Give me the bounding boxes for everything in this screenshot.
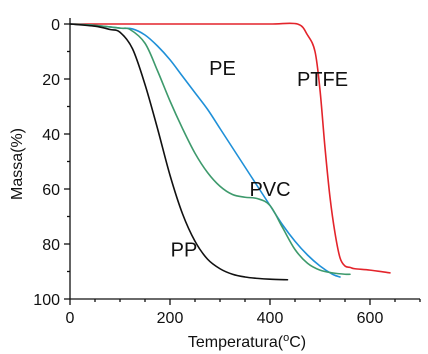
series-line-pp [69, 23, 289, 281]
y-axis-label: Massa(%) [9, 128, 26, 200]
curves [69, 22, 391, 281]
x-ticks: 0 200 400 600 [66, 299, 421, 327]
series-line-pe [69, 23, 341, 278]
series-label-pvc: PVC [249, 179, 290, 201]
x-tick-label: 0 [66, 310, 75, 327]
y-ticks: 0 20 40 60 80 100 [33, 17, 70, 309]
series-label-ptfe: PTFE [297, 69, 348, 91]
x-axis-label-sup: o [283, 332, 289, 344]
series-labels: PTFE PE PVC PP [171, 58, 348, 262]
x-tick-label: 400 [257, 310, 284, 327]
y-tick-label: 20 [42, 72, 60, 89]
x-tick-label: 200 [157, 310, 184, 327]
series-line-pvc [69, 23, 351, 276]
x-axis-label-end: C) [289, 334, 306, 351]
x-tick-label: 600 [357, 310, 384, 327]
x-axis-label: Temperatura(oC) [188, 332, 306, 351]
x-axis-label-main: Temperatura( [188, 334, 284, 351]
series-line-ptfe [69, 22, 391, 274]
series-label-pp: PP [171, 240, 198, 262]
y-tick-label: 80 [42, 237, 60, 254]
y-tick-label: 0 [51, 17, 60, 34]
y-tick-label: 100 [33, 292, 60, 309]
y-tick-label: 40 [42, 127, 60, 144]
y-tick-label: 60 [42, 182, 60, 199]
series-label-pe: PE [209, 58, 236, 80]
